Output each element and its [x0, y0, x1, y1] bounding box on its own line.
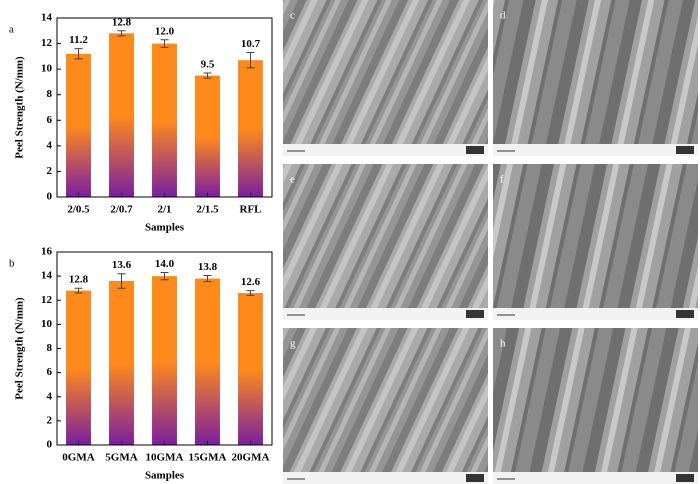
x-tick-label: 2/0.5: [67, 204, 90, 216]
y-tick-label: 6: [47, 366, 53, 378]
x-tick-label: 10GMA: [146, 452, 184, 464]
y-tick-label: 10: [41, 63, 53, 75]
scale-bar-logo: [676, 146, 694, 154]
error-bar: [74, 287, 83, 294]
y-tick-label: 0: [47, 439, 53, 451]
sem-info-bar: [493, 144, 698, 156]
y-tick-label: 14: [41, 12, 53, 24]
panel-label: a: [9, 24, 14, 36]
y-tick-label: 2: [47, 165, 53, 177]
value-label: 11.2: [69, 34, 88, 46]
y-axis-label: Peel Strength (N/mm): [14, 297, 26, 400]
y-tick-label: 2: [47, 414, 53, 426]
bar: [195, 75, 220, 197]
y-tick-label: 8: [47, 342, 53, 354]
y-tick-label: 4: [47, 139, 53, 151]
y-tick-label: 4: [47, 390, 53, 402]
sem-info-bar: [283, 144, 488, 156]
y-tick-label: 12: [41, 37, 53, 49]
error-bar: [246, 52, 255, 69]
y-tick-label: 6: [47, 114, 53, 126]
sem-image: [283, 0, 488, 156]
y-tick-label: 0: [47, 191, 53, 203]
scale-bar-logo: [466, 310, 484, 318]
value-label: 12.0: [155, 25, 175, 37]
value-label: 12.8: [69, 274, 89, 286]
bar: [152, 43, 177, 198]
bar: [109, 33, 134, 197]
value-label: 13.8: [198, 261, 218, 273]
error-bar: [117, 273, 126, 289]
image-panel-label: c: [290, 10, 295, 22]
x-axis-label: Samples: [145, 222, 185, 234]
error-bar: [203, 72, 212, 79]
error-bar: [160, 272, 169, 281]
x-tick-label: 20GMA: [232, 452, 270, 464]
image-panel-label: e: [290, 174, 295, 186]
bar: [238, 293, 263, 445]
sem-image: [493, 0, 698, 156]
error-bar: [246, 290, 255, 296]
x-tick-label: 0GMA: [62, 452, 94, 464]
bar: [152, 276, 177, 445]
plot-frame: [56, 17, 273, 198]
error-bar: [160, 39, 169, 48]
error-bar: [117, 30, 126, 37]
bar: [66, 290, 91, 445]
error-bar: [74, 48, 83, 60]
x-axis-label: Samples: [145, 470, 185, 482]
bar: [66, 53, 91, 197]
sem-image: [493, 164, 698, 320]
x-tick-label: 5GMA: [105, 452, 137, 464]
x-tick-label: 15GMA: [189, 452, 227, 464]
scale-bar-logo: [466, 474, 484, 482]
x-tick-label: 2/1.5: [196, 204, 219, 216]
value-label: 12.8: [112, 16, 132, 28]
value-label: 10.7: [241, 38, 261, 50]
value-label: 14.0: [155, 258, 175, 270]
y-tick-label: 10: [41, 318, 53, 330]
value-label: 13.6: [112, 259, 132, 271]
scale-bar-logo: [676, 474, 694, 482]
scale-bar-logo: [676, 310, 694, 318]
error-bar: [203, 275, 212, 283]
bar: [109, 280, 134, 445]
image-panel-label: h: [500, 338, 506, 350]
scale-bar-logo: [466, 146, 484, 154]
y-tick-label: 14: [41, 270, 53, 282]
sem-image: [283, 328, 488, 484]
y-tick-label: 12: [41, 294, 53, 306]
x-tick-label: 2/1: [157, 204, 171, 216]
value-label: 9.5: [201, 59, 215, 71]
sem-info-bar: [283, 308, 488, 320]
y-tick-label: 8: [47, 88, 53, 100]
image-panel-label: f: [500, 174, 504, 186]
sem-info-bar: [493, 308, 698, 320]
plot-frame: [56, 251, 273, 446]
sem-info-bar: [283, 472, 488, 484]
image-panel-label: g: [290, 338, 296, 350]
sem-image: [493, 328, 698, 484]
x-tick-label: RFL: [240, 204, 262, 216]
panel-label: b: [9, 258, 15, 270]
sem-image: [283, 164, 488, 320]
bar: [195, 278, 220, 445]
y-tick-label: 16: [41, 246, 53, 258]
sem-info-bar: [493, 472, 698, 484]
bar: [238, 60, 263, 197]
value-label: 12.6: [241, 276, 261, 288]
y-axis-label: Peel Strength (N/mm): [14, 56, 26, 159]
image-panel-label: d: [500, 10, 506, 22]
x-tick-label: 2/0.7: [110, 204, 133, 216]
